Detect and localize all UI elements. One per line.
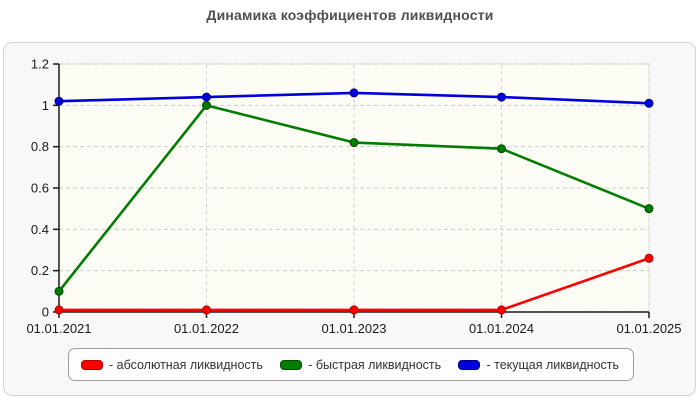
data-point-marker xyxy=(54,96,64,106)
y-axis-tick-label: 1.2 xyxy=(31,57,49,72)
data-point-marker xyxy=(497,144,506,154)
data-point-marker xyxy=(202,100,211,110)
y-axis-tick-label: 0.4 xyxy=(31,222,49,237)
x-axis-tick-label: 01.01.2023 xyxy=(321,321,386,336)
y-axis-tick-label: 0.8 xyxy=(31,139,49,154)
x-axis-tick-label: 01.01.2022 xyxy=(174,321,239,336)
data-point-marker xyxy=(644,204,654,214)
y-axis-tick-label: 0 xyxy=(42,305,49,320)
data-point-marker xyxy=(497,305,506,315)
data-point-marker xyxy=(202,305,211,315)
y-axis-tick-label: 0.2 xyxy=(31,263,49,278)
data-point-marker xyxy=(54,305,64,315)
legend-label-quick-liquidity: - быстрая ликвидность xyxy=(308,357,442,372)
legend-swatch-quick-liquidity xyxy=(280,359,303,370)
data-point-marker xyxy=(349,138,359,148)
x-axis-tick-label: 01.01.2024 xyxy=(469,321,534,336)
page-title: Динамика коэффициентов ликвидности xyxy=(206,7,494,23)
data-point-marker xyxy=(644,98,654,108)
data-point-marker xyxy=(54,286,64,296)
legend-swatch-current-liquidity xyxy=(458,359,481,370)
y-axis-tick-label: 1 xyxy=(42,98,49,113)
data-point-marker xyxy=(497,92,506,102)
legend-label-current-liquidity: - текущая ликвидность xyxy=(486,357,619,372)
data-point-marker xyxy=(349,88,359,98)
chart-container: 0 0.2 0.4 0.6 0.8 1 1.2 01.01.2021 01.01.2022 01.… xyxy=(3,42,696,396)
legend-item-absolute-liquidity: - абсолютная ликвидность xyxy=(81,358,263,372)
data-point-marker xyxy=(349,305,359,315)
legend-item-current-liquidity: - текущая ликвидность xyxy=(458,358,619,372)
x-axis-tick-label: 01.01.2021 xyxy=(26,321,91,336)
x-axis-tick-label: 01.01.2025 xyxy=(616,321,681,336)
legend: - абсолютная ликвидность - быстрая ликви… xyxy=(68,348,634,381)
liquidity-chart: 0 0.2 0.4 0.6 0.8 1 1.2 01.01.2021 01.01.2022 01.… xyxy=(26,57,681,337)
legend-item-quick-liquidity: - быстрая ликвидность xyxy=(280,358,441,372)
legend-label-absolute-liquidity: - абсолютная ликвидность xyxy=(109,357,263,372)
legend-swatch-absolute-liquidity xyxy=(81,359,103,370)
data-point-marker xyxy=(644,253,654,263)
data-point-marker xyxy=(202,92,211,102)
y-axis-tick-label: 0.6 xyxy=(31,181,49,196)
